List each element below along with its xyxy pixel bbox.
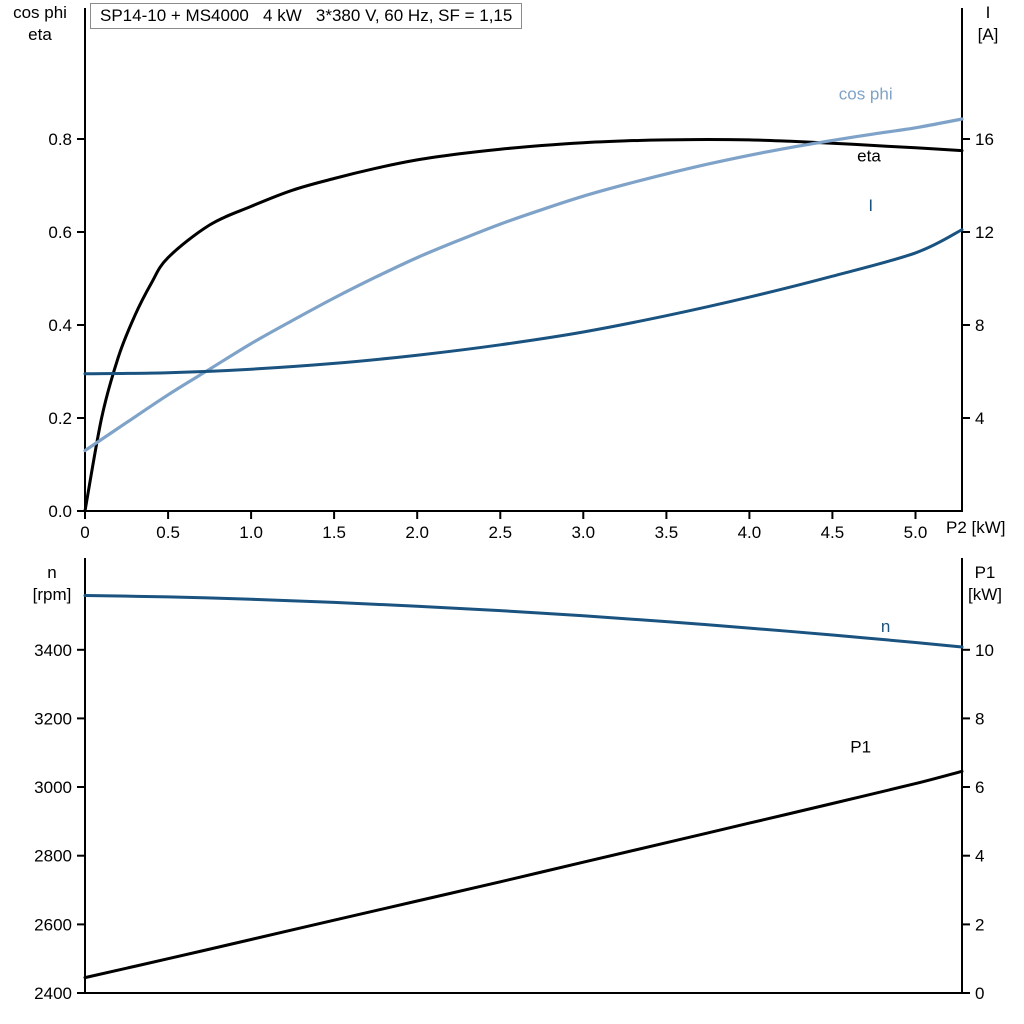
left-tick-label: 0.8 [48,130,72,149]
x-tick-label: 3.5 [655,523,679,542]
p1-axis-title-line1: P1 [974,563,996,582]
top-left-axis-title: cos phi eta [2,2,78,46]
left-tick-label: 3000 [34,778,72,797]
left-tick-label: 2400 [34,984,72,1003]
x-tick-label: 4.0 [738,523,762,542]
left-tick-label: 3400 [34,641,72,660]
speed-axis-title-line1: n [47,563,57,582]
right-tick-label: 4 [975,847,984,866]
right-tick-label: 10 [975,641,994,660]
x-tick-label: 4.5 [821,523,845,542]
chart-0: 0.0 0.2 0.4 0.6 0.8 4 8 12 16 0 0.5 1.0 1.5 2.0 2.5 3.0… [48,8,994,542]
right-tick-label: 8 [975,316,984,335]
right-tick-label: 6 [975,778,984,797]
left-tick-label: 0.0 [48,502,72,521]
curve-P1 [83,769,964,980]
left-tick-label: 2800 [34,847,72,866]
right-tick-label: 12 [975,223,994,242]
bottom-left-axis-title: n [rpm] [16,562,88,606]
series-label-eta: eta [857,146,881,165]
x-tick-label: 5.0 [904,523,928,542]
axis-frame [84,8,963,512]
curve-n [83,594,964,649]
series-label-n: n [881,617,890,636]
right-tick-label: 8 [975,709,984,728]
right-axis-title-line2: [A] [977,25,999,44]
left-tick-label: 0.6 [48,223,72,242]
p1-axis-title-line2: [kW] [968,585,1002,604]
right-tick-label: 2 [975,915,984,934]
bottom-right-axis-title: P1 [kW] [954,562,1016,606]
right-tick-label: 4 [975,409,984,428]
curve-current [83,228,964,376]
right-tick-label: 0 [975,984,984,1003]
x-tick-label: 1.0 [239,523,263,542]
x-tick-label: 0.5 [156,523,180,542]
x-tick-label: 0 [80,523,89,542]
series-label-current: I [868,196,873,215]
chart-title: SP14-10 + MS4000 4 kW 3*380 V, 60 Hz, SF… [90,3,523,29]
top-right-axis-title: I [A] [960,2,1016,46]
left-axis-title-line2: eta [28,25,52,44]
chart-1: 2400 2600 2800 3000 3200 3400 0 2 4 6 8 10 n P1 [34,558,994,1003]
left-tick-label: 2600 [34,915,72,934]
speed-axis-title-line2: [rpm] [32,585,72,604]
x-tick-label: 2.0 [405,523,429,542]
curve-cos_phi [83,117,964,453]
x-tick-label: 1.5 [322,523,346,542]
x-tick-label: 2.5 [488,523,512,542]
right-axis-title-line1: I [985,3,991,22]
left-tick-label: 0.4 [48,316,72,335]
left-tick-label: 0.2 [48,409,72,428]
left-axis-title-line1: cos phi [13,3,67,22]
x-tick-label: 3.0 [571,523,595,542]
right-tick-label: 16 [975,130,994,149]
series-label-cos_phi: cos phi [839,85,893,104]
series-label-P1: P1 [850,738,871,757]
left-tick-label: 3200 [34,709,72,728]
x-axis-label: P2 [kW] [946,518,1006,537]
curve-eta [83,138,964,513]
axis-frame [84,558,963,994]
